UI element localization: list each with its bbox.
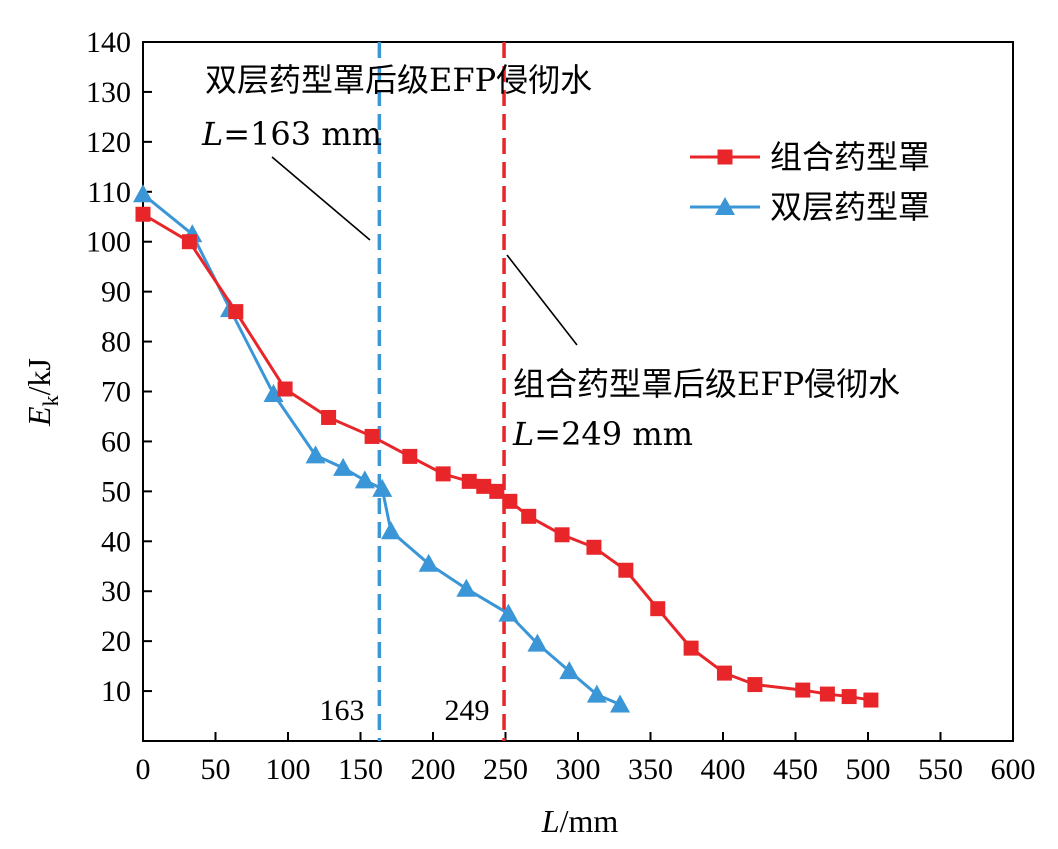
data-point bbox=[456, 578, 477, 597]
data-point bbox=[618, 562, 634, 578]
data-point bbox=[333, 457, 354, 476]
annotation-1-value: =163 mm bbox=[223, 115, 382, 153]
legend-marker-double bbox=[715, 197, 735, 215]
x-tick-label: 350 bbox=[628, 753, 673, 786]
vline-label-163: 163 bbox=[320, 694, 365, 727]
data-point bbox=[228, 304, 244, 320]
data-point bbox=[527, 633, 548, 652]
data-point bbox=[683, 640, 699, 656]
x-axis-ticks: 0 50 100 150 200 250 300 350 400 450 500 550 600 bbox=[136, 732, 1036, 786]
data-point bbox=[263, 383, 284, 402]
y-tick-label: 50 bbox=[101, 475, 131, 508]
annotation-2-var: L bbox=[512, 415, 534, 453]
reference-lines bbox=[377, 42, 506, 741]
data-point bbox=[559, 661, 580, 680]
annotation-2-leader bbox=[506, 254, 578, 346]
x-tick-label: 200 bbox=[411, 753, 456, 786]
data-point bbox=[498, 603, 519, 622]
y-tick-label: 60 bbox=[101, 425, 131, 458]
data-point bbox=[795, 682, 811, 698]
y-tick-label: 110 bbox=[87, 176, 131, 209]
y-tick-label: 130 bbox=[86, 76, 131, 109]
y-axis-ticks: 10 20 30 40 50 60 70 80 90 100 110 120 130 140 bbox=[86, 26, 152, 708]
data-point bbox=[418, 553, 439, 572]
data-point bbox=[354, 470, 375, 489]
x-tick-label: 550 bbox=[918, 753, 963, 786]
y-axis-unit: /kJ bbox=[21, 358, 57, 395]
y-tick-label: 30 bbox=[101, 575, 131, 608]
y-tick-label: 80 bbox=[101, 326, 131, 359]
data-point bbox=[841, 689, 857, 705]
legend-marker-combined bbox=[717, 149, 733, 165]
y-axis-sub: k bbox=[38, 395, 63, 406]
annotation-2-line2: L=249 mm bbox=[512, 415, 693, 453]
y-tick-label: 10 bbox=[101, 675, 131, 708]
data-point bbox=[364, 428, 380, 444]
x-tick-label: 150 bbox=[338, 753, 383, 786]
data-point bbox=[586, 539, 602, 555]
data-point bbox=[819, 686, 835, 702]
vline-label-249: 249 bbox=[445, 694, 490, 727]
data-point bbox=[277, 381, 293, 397]
data-point bbox=[135, 206, 151, 222]
x-tick-label: 100 bbox=[266, 753, 311, 786]
legend bbox=[690, 149, 760, 215]
y-tick-label: 90 bbox=[101, 276, 131, 309]
x-tick-label: 600 bbox=[991, 753, 1036, 786]
series-line bbox=[142, 193, 621, 706]
annotation-1-var: L bbox=[201, 115, 223, 153]
y-axis-var: E bbox=[21, 406, 57, 427]
data-point bbox=[402, 448, 418, 464]
data-point bbox=[372, 478, 393, 497]
legend-label-double: 双层药型罩 bbox=[770, 188, 930, 226]
data-point bbox=[380, 521, 401, 540]
data-point bbox=[863, 692, 879, 708]
data-point bbox=[747, 677, 763, 693]
data-point bbox=[461, 473, 477, 489]
x-tick-label: 50 bbox=[201, 753, 231, 786]
x-tick-label: 500 bbox=[846, 753, 891, 786]
x-tick-label: 450 bbox=[773, 753, 818, 786]
data-point bbox=[133, 184, 153, 203]
x-tick-label: 250 bbox=[483, 753, 528, 786]
y-tick-label: 20 bbox=[101, 625, 131, 658]
data-point bbox=[321, 409, 337, 425]
y-axis-title: Ek/kJ bbox=[21, 358, 63, 427]
x-axis-unit: /mm bbox=[560, 803, 619, 839]
data-point bbox=[716, 665, 732, 681]
y-tick-label: 70 bbox=[101, 376, 131, 409]
data-point bbox=[305, 445, 326, 464]
data-point bbox=[476, 478, 492, 494]
x-tick-label: 400 bbox=[701, 753, 746, 786]
x-axis-var: L bbox=[541, 803, 560, 839]
data-point bbox=[650, 601, 666, 617]
data-point bbox=[181, 234, 197, 250]
y-tick-label: 40 bbox=[101, 525, 131, 558]
data-point bbox=[610, 694, 631, 713]
series-line bbox=[142, 212, 872, 702]
annotation-2-line1: 组合药型罩后级EFP侵彻水 bbox=[513, 365, 900, 403]
annotation-leader-lines bbox=[271, 156, 578, 346]
data-point bbox=[435, 466, 451, 482]
data-point bbox=[489, 483, 505, 499]
legend-label-combined: 组合药型罩 bbox=[770, 138, 930, 176]
data-point bbox=[502, 493, 518, 509]
y-tick-label: 100 bbox=[86, 226, 131, 259]
data-point bbox=[586, 684, 607, 703]
series-combined-liner bbox=[135, 206, 879, 708]
x-axis-title: L/mm bbox=[541, 803, 619, 839]
y-tick-label: 120 bbox=[86, 126, 131, 159]
data-point bbox=[521, 508, 537, 524]
annotation-1-line2: L=163 mm bbox=[201, 115, 382, 153]
data-point bbox=[554, 527, 570, 543]
y-tick-label: 140 bbox=[86, 26, 131, 59]
annotation-1-leader bbox=[271, 156, 371, 241]
annotation-2-value: =249 mm bbox=[534, 415, 693, 453]
data-series bbox=[133, 184, 879, 713]
annotation-1-line1: 双层药型罩后级EFP侵彻水 bbox=[205, 61, 592, 99]
x-tick-label: 300 bbox=[556, 753, 601, 786]
x-tick-label: 0 bbox=[136, 753, 151, 786]
